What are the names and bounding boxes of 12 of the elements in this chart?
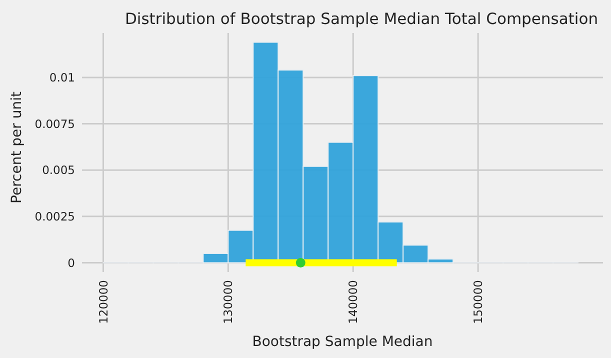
y-tick-label: 0	[68, 256, 75, 270]
x-tick-label: 130000	[221, 280, 236, 324]
y-tick-label: 0.005	[42, 163, 75, 178]
x-tick-label: 120000	[96, 280, 110, 324]
y-tick-label: 0.01	[49, 70, 75, 84]
x-axis-title: Bootstrap Sample Median	[252, 334, 433, 350]
y-axis-title: Percent per unit	[9, 91, 25, 204]
y-tick-label: 0.0075	[34, 116, 75, 131]
x-tick-label: 140000	[346, 280, 360, 324]
x-tick-label: 150000	[471, 280, 486, 324]
chart-title: Distribution of Bootstrap Sample Median Total Compensation	[124, 10, 598, 28]
y-tick-label: 0.0025	[34, 209, 75, 224]
